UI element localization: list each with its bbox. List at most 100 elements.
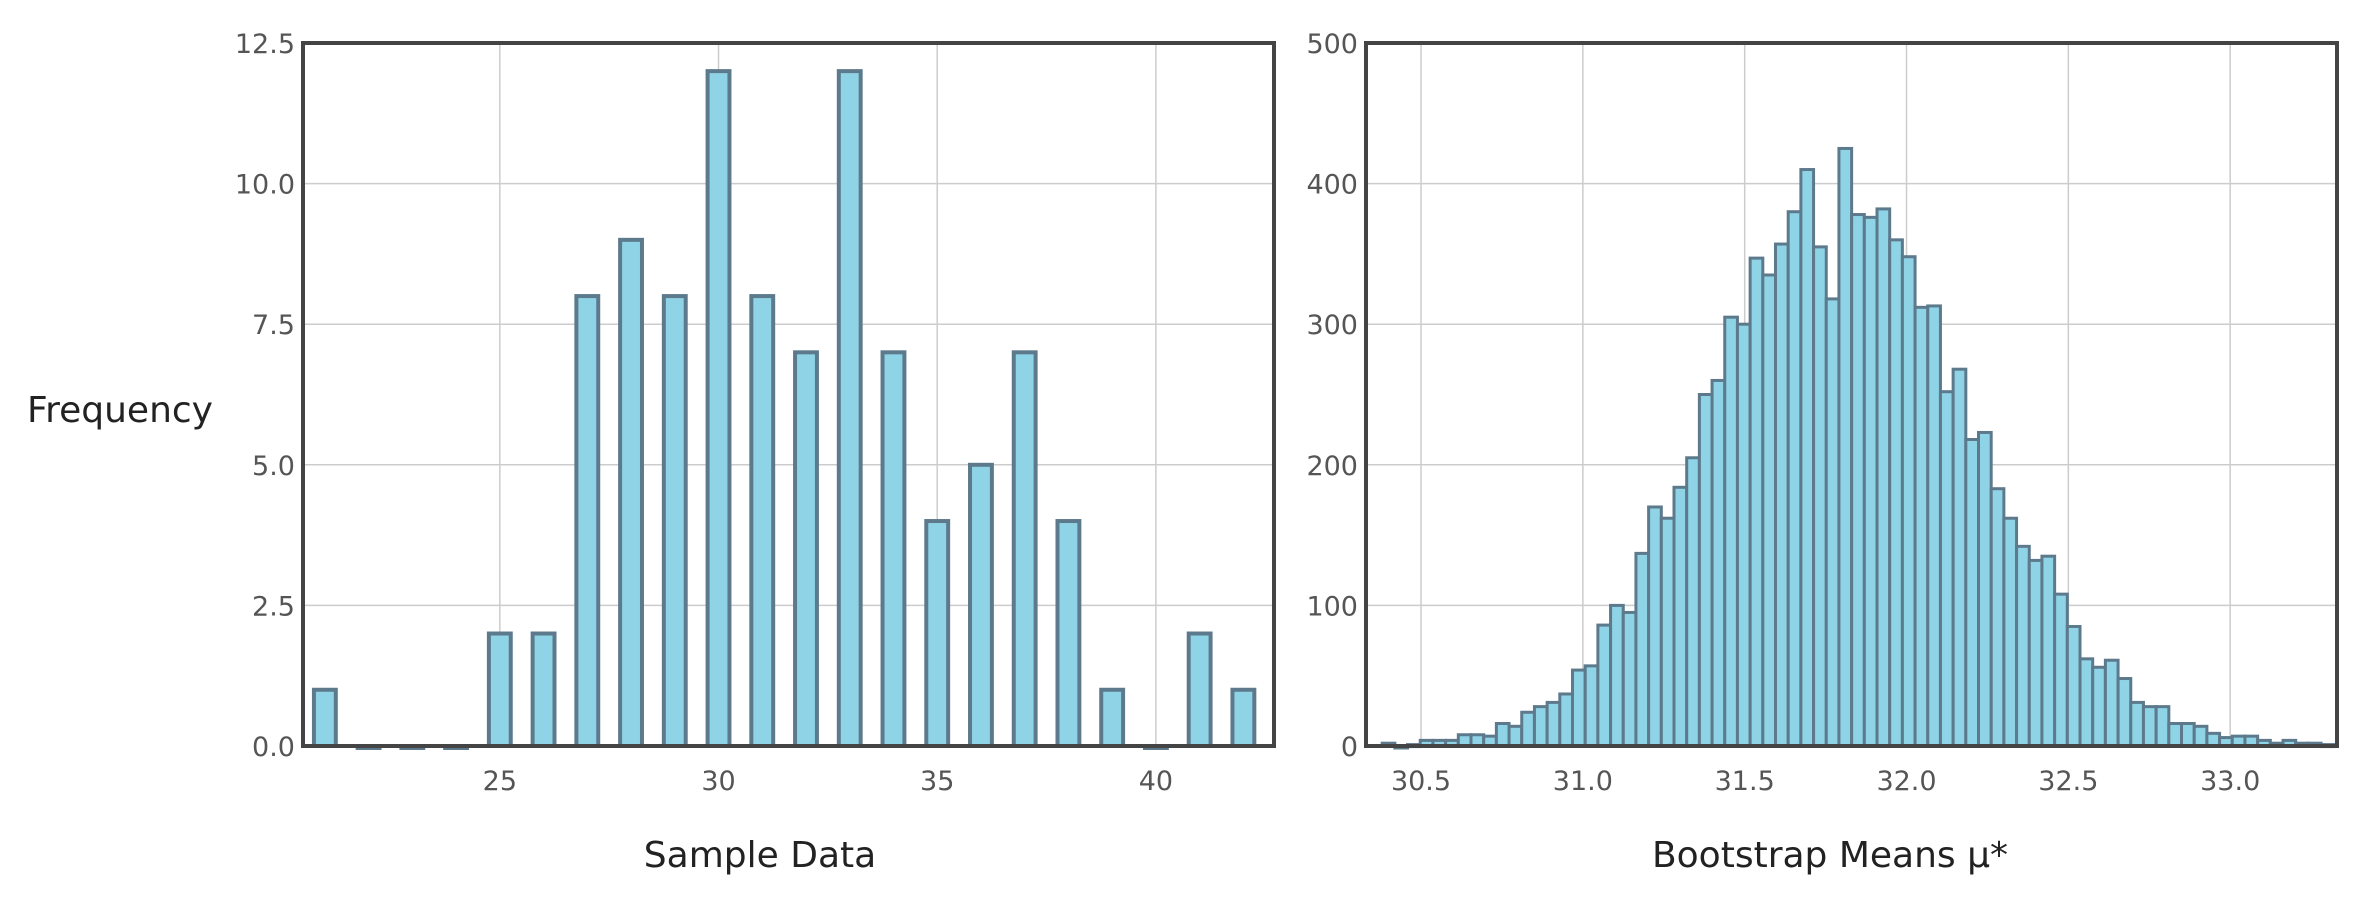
bootstrap-bar [1647,505,1663,748]
sample-bar [968,462,994,748]
right-x-axis-label: Bootstrap Means μ* [1652,835,2008,876]
bootstrap-bar [1520,710,1536,748]
sample-bar [1230,687,1257,749]
right-plot-frame [1364,41,2339,748]
sample-bar [1186,631,1213,749]
left-y-tick-label: 2.5 [252,591,295,622]
left-y-tick-label: 5.0 [252,451,295,482]
bootstrap-bar [1761,273,1778,748]
bootstrap-bar [2141,705,2158,748]
right-y-tick-label: 300 [1306,310,1358,341]
bootstrap-bar [1596,623,1613,748]
bootstrap-bar [1964,437,1981,748]
bootstrap-bar [1609,603,1625,748]
left-y-tick-labels: 0.0 2.5 5.0 7.5 10.0 12.5 [235,29,295,763]
bootstrap-bar [1545,700,1562,748]
left-gridlines [303,42,1274,747]
left-y-tick-label: 7.5 [252,310,295,341]
left-x-tick-label: 40 [1139,766,1173,797]
bootstrap-bar [1989,487,2006,748]
right-y-tick-label: 0 [1341,732,1358,763]
left-x-tick-label: 35 [920,766,954,797]
sample-bar [486,631,513,749]
bootstrap-bar [2103,658,2120,748]
sample-bar [749,294,776,748]
left-x-axis-label: Sample Data [644,835,876,876]
bootstrap-bar [2091,665,2107,748]
bootstrap-bar [2129,700,2145,748]
bootstrap-bar [1837,146,1854,748]
bootstrap-bar [2116,677,2133,748]
sample-bar [574,294,601,748]
bootstrap-bar [1748,256,1765,748]
left-y-tick-label: 10.0 [235,170,295,201]
sample-bar [661,294,688,748]
bootstrap-bar [1570,668,1587,748]
bootstrap-bar [1812,245,1828,748]
left-bars [311,69,1257,750]
bootstrap-bar [1672,485,1689,748]
bootstrap-bar [1951,367,1968,748]
right-y-tick-label: 200 [1306,451,1358,482]
right-x-tick-label: 30.5 [1391,766,1451,797]
bootstrap-bar [2154,705,2171,748]
right-bars [1380,146,2336,750]
bootstrap-bar [1494,722,1511,748]
left-histogram: 25 30 35 40 0.0 2.5 5.0 7.5 10.0 12.5 Sample Dat… [235,29,1276,876]
bootstrap-bar [1786,210,1803,748]
bootstrap-bar [2180,722,2196,748]
bootstrap-bar [1938,390,1955,748]
left-y-tick-label: 0.0 [252,732,295,763]
bootstrap-bar [2015,544,2031,748]
left-x-tick-labels: 25 30 35 40 [483,766,1173,797]
bootstrap-bar [1621,610,1638,748]
bootstrap-bar [1824,297,1841,748]
bootstrap-bar [1697,393,1714,748]
bootstrap-bar [1900,255,1917,748]
sample-bar [311,687,338,749]
left-plot-frame [301,41,1276,748]
bootstrap-bar [2040,554,2057,748]
sample-bar [705,69,732,749]
bootstrap-bar [1926,304,1942,748]
bootstrap-bar [2192,724,2209,748]
bootstrap-bar [1774,242,1790,748]
sample-bar [618,237,644,748]
bootstrap-bar [1888,238,1904,748]
right-x-tick-label: 32.0 [1876,766,1936,797]
left-y-tick-label: 12.5 [235,29,295,60]
bootstrap-bar [2002,516,2019,748]
bootstrap-bar [1850,213,1866,748]
bootstrap-bar [2053,592,2069,748]
sample-bar [880,350,907,748]
bootstrap-bar [2167,722,2184,748]
right-y-tick-label: 400 [1306,170,1358,201]
sample-bar [530,631,557,749]
bootstrap-bar [1685,456,1701,748]
bootstrap-bar [1710,378,1727,748]
bootstrap-bar [2027,558,2044,748]
right-y-tick-labels: 0 100 200 300 400 500 [1306,29,1358,763]
bootstrap-bar [2065,624,2082,748]
left-x-tick-label: 30 [701,766,735,797]
bootstrap-bar [1507,724,1524,748]
sample-bar [924,519,951,748]
shared-y-axis-label: Frequency [27,390,213,431]
bootstrap-bar [1723,315,1739,748]
sample-bar [1055,519,1082,748]
bootstrap-bar [1659,516,1676,748]
right-y-tick-label: 500 [1306,29,1358,60]
right-x-tick-label: 33.0 [2200,766,2260,797]
sample-bar [793,350,819,748]
sample-bar [836,69,863,749]
right-x-tick-label: 31.5 [1715,766,1775,797]
bootstrap-bar [1532,705,1549,748]
bootstrap-bar [1799,168,1816,748]
right-y-tick-label: 100 [1306,591,1358,622]
right-x-tick-labels: 30.5 31.0 31.5 32.0 32.5 33.0 [1391,766,2260,797]
bootstrap-bar [1875,207,1892,748]
right-histogram: 30.5 31.0 31.5 32.0 32.5 33.0 0 100 200 300 400 50… [1306,29,2339,876]
bootstrap-bar [1735,322,1752,748]
right-x-tick-label: 32.5 [2038,766,2098,797]
